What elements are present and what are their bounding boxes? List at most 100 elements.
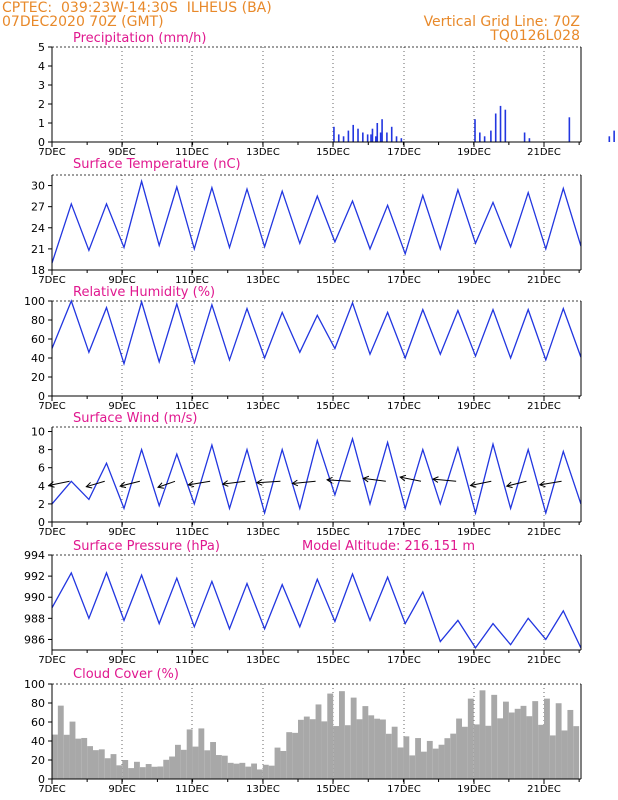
cloud-bar [286, 732, 293, 779]
x-tick-label: 9DEC [108, 784, 135, 795]
y-tick-label: 0 [38, 136, 45, 149]
cloud-bar [526, 716, 533, 779]
x-tick-label: 15DEC [316, 784, 350, 795]
x-tick-label: 15DEC [316, 401, 350, 412]
x-tick-label: 15DEC [316, 275, 350, 286]
y-tick-label: 100 [24, 295, 45, 308]
panel-title: Relative Humidity (%) [73, 285, 215, 300]
cloud-bar [157, 766, 164, 779]
x-tick-label: 9DEC [108, 275, 135, 286]
wind-arrow [222, 480, 246, 485]
y-tick-label: 80 [31, 697, 45, 710]
y-tick-label: 10 [31, 426, 45, 439]
precip-bar [400, 138, 403, 142]
precip-bar [362, 132, 364, 142]
cloud-bar [274, 747, 281, 779]
x-tick-label: 7DEC [38, 784, 65, 795]
x-tick-label: 19DEC [457, 275, 491, 286]
wind-arrow-head [538, 480, 546, 488]
cloud-bar [508, 712, 515, 779]
precip-bar [613, 130, 615, 142]
wind-arrow-head [291, 479, 299, 487]
cloud-bar [122, 760, 129, 779]
cloud-bar [239, 762, 246, 779]
cloud-bar [227, 762, 234, 779]
wind-arrow [432, 478, 457, 482]
y-tick-label: 40 [31, 352, 45, 365]
wind-arrow [539, 480, 562, 486]
x-tick-label: 7DEC [38, 275, 65, 286]
wind-arrow-head [362, 475, 370, 483]
header-grid-note: Vertical Grid Line: 70Z [423, 14, 580, 30]
precip-bar [379, 132, 382, 142]
y-tick-label: 30 [31, 180, 45, 193]
wind-arrow-head [431, 476, 439, 483]
precip-bar [381, 119, 383, 142]
cloud-bar [426, 740, 433, 779]
x-tick-label: 19DEC [457, 147, 491, 158]
x-tick-label: 11DEC [175, 784, 209, 795]
wind-arrow-head [187, 480, 195, 488]
precip-bar [342, 136, 345, 142]
y-tick-label: 990 [24, 591, 45, 604]
precip-bar [494, 113, 497, 142]
cloud-bar [333, 726, 339, 779]
panel-1 [48, 46, 615, 147]
cloud-bar [151, 766, 158, 779]
x-tick-label: 15DEC [316, 147, 350, 158]
precip-bar [479, 132, 481, 142]
cloud-bar [491, 694, 498, 779]
cloud-bar [467, 698, 474, 779]
cloud-bar [339, 691, 345, 779]
cloud-bar [204, 750, 211, 779]
precip-bar [523, 132, 526, 142]
cloud-bar [321, 721, 328, 779]
cloud-bar [309, 719, 316, 779]
panel-6 [48, 683, 582, 784]
cloud-bar [438, 744, 445, 779]
cloud-bar [497, 718, 503, 779]
x-tick-label: 21DEC [527, 401, 561, 412]
precip-bar [375, 136, 377, 142]
y-tick-label: 2 [38, 98, 45, 111]
cloud-bar [75, 738, 82, 779]
precip-bar [333, 126, 335, 142]
wind-arrow [506, 480, 527, 487]
wind-arrow-head [255, 479, 263, 486]
cloud-bar [268, 765, 275, 779]
cloud-bar [549, 735, 556, 779]
y-tick-label: 40 [31, 735, 45, 748]
cloud-bar [485, 725, 492, 779]
x-tick-label: 15DEC [316, 655, 350, 666]
y-tick-label: 24 [31, 222, 45, 235]
wind-arrow-head [221, 480, 229, 487]
y-tick-label: 100 [24, 678, 45, 691]
y-tick-label: 18 [31, 264, 45, 277]
panel-3 [48, 299, 582, 401]
x-tick-label: 13DEC [246, 527, 280, 538]
y-tick-label: 4 [38, 480, 45, 493]
cloud-bar [145, 764, 152, 779]
wind-arrow [292, 480, 316, 484]
cloud-bar [81, 737, 88, 779]
x-tick-label: 19DEC [457, 401, 491, 412]
cloud-bar [87, 746, 93, 779]
y-tick-label: 988 [24, 612, 45, 625]
cloud-bar [385, 733, 392, 779]
cloud-bar [292, 732, 298, 779]
wind-arrow-head [157, 482, 165, 489]
cloud-bar [257, 769, 263, 779]
precip-bar [504, 109, 507, 142]
cloud-bar [210, 742, 216, 779]
cloud-bar [180, 749, 187, 779]
panel-5 [48, 554, 582, 655]
x-tick-label: 7DEC [38, 655, 65, 666]
x-tick-label: 21DEC [527, 655, 561, 666]
y-tick-label: 21 [31, 243, 45, 256]
panel-4 [47, 426, 582, 527]
x-tick-label: 17DEC [387, 784, 421, 795]
precip-bar [490, 130, 492, 142]
y-tick-label: 1 [38, 117, 45, 130]
x-tick-label: 15DEC [316, 527, 350, 538]
cloud-bar [98, 749, 105, 779]
